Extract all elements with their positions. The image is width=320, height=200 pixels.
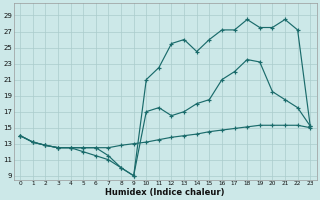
X-axis label: Humidex (Indice chaleur): Humidex (Indice chaleur) bbox=[106, 188, 225, 197]
